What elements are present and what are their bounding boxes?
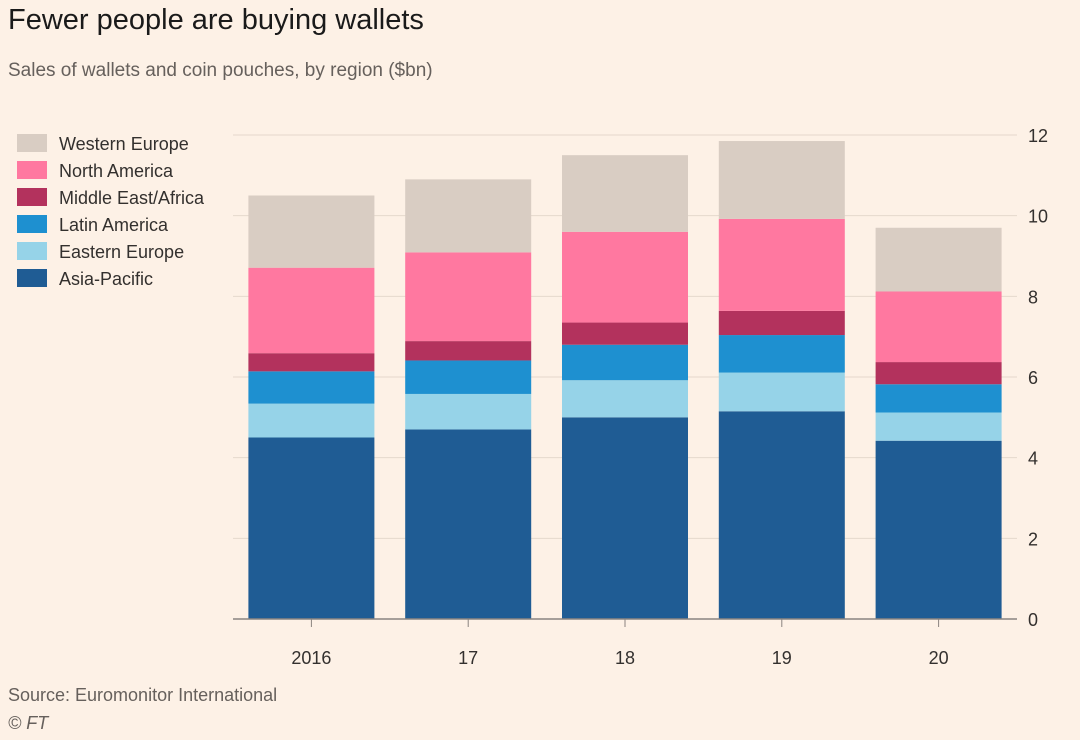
bar-segment-eastern-europe xyxy=(405,393,532,430)
y-tick-label: 8 xyxy=(1028,287,1038,307)
bar-segment-north-america xyxy=(875,291,1002,363)
bar-segment-latin-america xyxy=(718,335,845,373)
bar-segment-western-europe xyxy=(562,155,688,232)
bar-segment-eastern-europe xyxy=(875,412,1002,441)
bars xyxy=(248,141,1002,619)
bar-segment-western-europe xyxy=(718,141,845,219)
bar-segment-north-america xyxy=(248,267,375,354)
legend-swatch xyxy=(17,269,47,287)
bar-segment-north-america xyxy=(562,231,688,323)
legend-label: North America xyxy=(59,161,174,181)
bar-segment-asia-pacific xyxy=(562,417,688,619)
bar-segment-middle-east-africa xyxy=(875,362,1002,385)
bar-segment-asia-pacific xyxy=(405,429,532,619)
chart-title: Fewer people are buying wallets xyxy=(8,4,424,36)
source-note: Source: Euromonitor International xyxy=(8,685,278,705)
legend-swatch xyxy=(17,242,47,260)
x-tick-label: 20 xyxy=(929,648,949,668)
legend-label: Middle East/Africa xyxy=(59,188,205,208)
bar-segment-asia-pacific xyxy=(248,437,375,619)
bar-segment-middle-east-africa xyxy=(562,322,688,345)
bar-segment-western-europe xyxy=(405,179,532,253)
x-tick-label: 2016 xyxy=(291,648,331,668)
legend-swatch xyxy=(17,161,47,179)
legend-swatch xyxy=(17,188,47,206)
bar-segment-latin-america xyxy=(875,384,1002,413)
legend-label: Western Europe xyxy=(59,134,189,154)
bar-segment-middle-east-africa xyxy=(248,353,375,372)
bar-segment-asia-pacific xyxy=(875,440,1002,619)
bar-segment-western-europe xyxy=(248,195,375,268)
bar-segment-north-america xyxy=(718,218,845,311)
legend-swatch xyxy=(17,134,47,152)
x-tick-label: 19 xyxy=(772,648,792,668)
bar-segment-latin-america xyxy=(562,344,688,381)
axes: 0 2 4 6 8 10 12 2016 17 18 19 20 xyxy=(233,126,1048,668)
legend-label: Latin America xyxy=(59,215,169,235)
bar-segment-middle-east-africa xyxy=(718,310,845,336)
bar-segment-asia-pacific xyxy=(718,411,845,619)
bar-segment-western-europe xyxy=(875,227,1002,292)
bar-segment-latin-america xyxy=(405,360,532,394)
y-tick-label: 12 xyxy=(1028,126,1048,146)
y-tick-label: 4 xyxy=(1028,449,1038,469)
bar-segment-eastern-europe xyxy=(562,380,688,418)
legend-label: Asia-Pacific xyxy=(59,269,153,289)
y-tick-label: 0 xyxy=(1028,610,1038,630)
bar-segment-latin-america xyxy=(248,371,375,404)
bar-segment-eastern-europe xyxy=(718,372,845,412)
bar-segment-eastern-europe xyxy=(248,403,375,438)
y-tick-label: 10 xyxy=(1028,207,1048,227)
bar-segment-middle-east-africa xyxy=(405,341,532,361)
y-tick-label: 6 xyxy=(1028,368,1038,388)
x-tick-label: 18 xyxy=(615,648,635,668)
x-tick-label: 17 xyxy=(458,648,478,668)
bar-segment-north-america xyxy=(405,252,532,342)
copyright-credit: © FT xyxy=(8,713,49,733)
y-tick-label: 2 xyxy=(1028,529,1038,549)
legend-label: Eastern Europe xyxy=(59,242,184,262)
legend-swatch xyxy=(17,215,47,233)
legend: Western Europe North America Middle East/A… xyxy=(17,134,205,289)
chart-subtitle: Sales of wallets and coin pouches, by re… xyxy=(8,60,433,81)
